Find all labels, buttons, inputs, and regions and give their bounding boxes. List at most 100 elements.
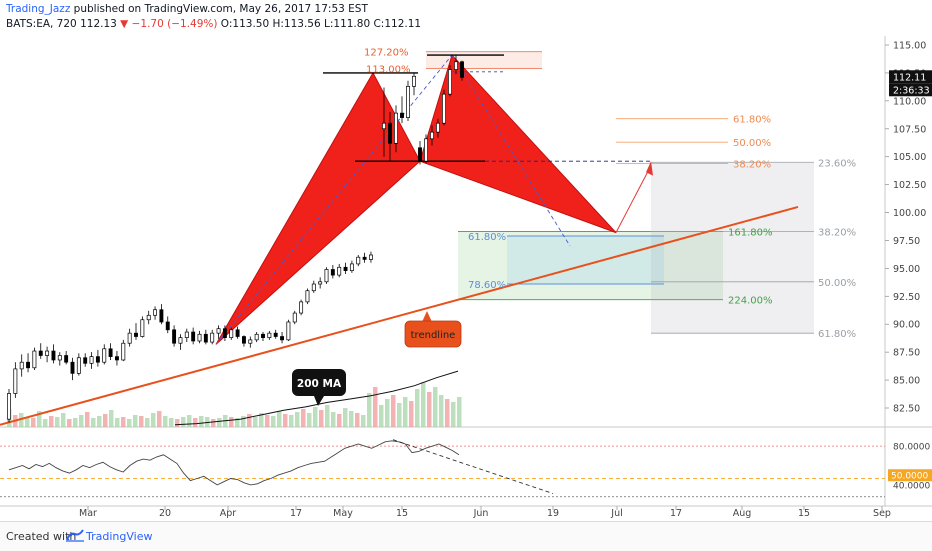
blue-fib-label: 61.80% <box>468 232 506 243</box>
price-tick-label: 95.00 <box>893 264 920 275</box>
volume-bar <box>301 409 306 427</box>
volume-bar <box>79 415 84 427</box>
candle-body <box>254 333 259 341</box>
volume-bar <box>37 411 42 427</box>
candle-body <box>32 350 37 369</box>
time-tick-label: May <box>333 508 353 519</box>
grey-fib-label: 23.60% <box>818 158 856 169</box>
volume-bar <box>169 418 174 427</box>
candle-body <box>95 356 100 363</box>
volume-bar <box>19 413 24 427</box>
candle-body <box>382 122 386 130</box>
candle-body <box>299 301 304 314</box>
retrace-fib-label: 50.00% <box>733 138 771 149</box>
candle-body <box>305 290 310 303</box>
price-tick-label: 90.00 <box>893 320 920 331</box>
price-chart[interactable]: 127.20% 113.00% 61.80% 50.00% 38.20% 23.60% 38… <box>0 0 932 521</box>
candle-body <box>57 355 62 361</box>
ma-callout[interactable] <box>292 369 346 396</box>
grey-fib-label: 38.20% <box>818 228 856 239</box>
volume-bar <box>457 397 462 427</box>
candle-body <box>406 85 410 118</box>
volume-bar <box>175 419 180 427</box>
volume-bar <box>73 418 78 427</box>
candle-body <box>153 309 157 316</box>
symbol-line: BATS:EA, 720 112.13 ▼ −1.70 (−1.49%) O:1… <box>6 18 421 30</box>
volume-bar <box>283 414 288 427</box>
trendline[interactable] <box>0 205 799 426</box>
volume-bar <box>67 419 72 427</box>
rsi-tick-label: 40.0000 <box>893 481 930 491</box>
candle-body <box>418 147 422 162</box>
candle-body <box>460 61 464 78</box>
volume-bar <box>277 411 282 427</box>
retrace-fib-label: 61.80% <box>733 115 771 126</box>
candle-body <box>369 254 373 260</box>
volume-bar <box>55 417 60 427</box>
volume-bar <box>397 403 402 427</box>
candle-body <box>436 122 440 133</box>
candle-body <box>394 112 398 144</box>
candle-body <box>229 329 234 338</box>
volume-bar <box>295 412 300 427</box>
volume-bar <box>385 399 390 427</box>
candle-body <box>235 329 240 337</box>
xd-fib-label: 113.00% <box>366 64 411 75</box>
volume-bar <box>313 407 318 427</box>
volume-bar <box>403 397 408 427</box>
candle-body <box>19 361 24 370</box>
volume-bar <box>193 418 198 427</box>
candle-body <box>448 69 452 95</box>
trendline-callout[interactable] <box>404 320 462 348</box>
candle-body <box>203 333 208 343</box>
volume-bar <box>373 387 378 427</box>
volume-bar <box>61 413 66 427</box>
volume-bar <box>199 416 204 427</box>
volume-bar <box>409 401 414 427</box>
candle-body <box>146 314 151 321</box>
volume-bar <box>355 413 360 427</box>
green-fib-label: 161.80% <box>728 228 773 239</box>
last-price: 112.13 <box>80 18 117 30</box>
grey-fib-zone <box>651 162 814 334</box>
volume-bar <box>451 402 456 427</box>
candle-body <box>140 319 145 337</box>
volume-bar <box>31 418 36 427</box>
candle-body <box>178 337 183 344</box>
volume-bar <box>445 399 450 427</box>
author-name[interactable]: Trading_Jazz <box>6 3 71 15</box>
volume-bar <box>85 412 90 427</box>
volume-bar <box>121 417 126 427</box>
candle-body <box>388 122 392 144</box>
harmonic-bcd-triangle[interactable] <box>419 54 617 234</box>
candle-body <box>324 269 329 283</box>
time-tick-label: 19 <box>547 508 559 519</box>
volume-bar <box>157 411 162 427</box>
candle-body <box>26 361 31 369</box>
candle-body <box>184 331 189 338</box>
candle-body <box>191 331 196 342</box>
time-tick-label: Jul <box>610 508 622 519</box>
volume-bar <box>433 387 438 427</box>
volume-bar <box>139 416 144 427</box>
volume-bar <box>367 393 372 427</box>
candle-body <box>286 321 291 341</box>
price-tick-label: 110.00 <box>893 96 926 107</box>
volume-bar <box>181 417 186 427</box>
time-tick-label: 20 <box>159 508 171 519</box>
green-fib-label: 224.00% <box>728 296 773 307</box>
harmonic-xab-triangle[interactable] <box>215 71 421 345</box>
ma-200-line <box>174 370 459 426</box>
rsi-line <box>8 440 460 486</box>
volume-bar <box>337 414 342 427</box>
time-tick-label: 15 <box>396 508 408 519</box>
published-text: published on TradingView.com, May 26, 20… <box>73 3 368 15</box>
candle-body <box>400 112 404 118</box>
tradingview-brand[interactable]: TradingView <box>86 530 153 543</box>
volume-bar <box>253 417 258 427</box>
time-tick-label: 17 <box>670 508 682 519</box>
candle-body <box>172 329 177 344</box>
candle-body <box>311 283 316 292</box>
volume-bar <box>229 417 234 427</box>
volume-bar <box>187 415 192 427</box>
